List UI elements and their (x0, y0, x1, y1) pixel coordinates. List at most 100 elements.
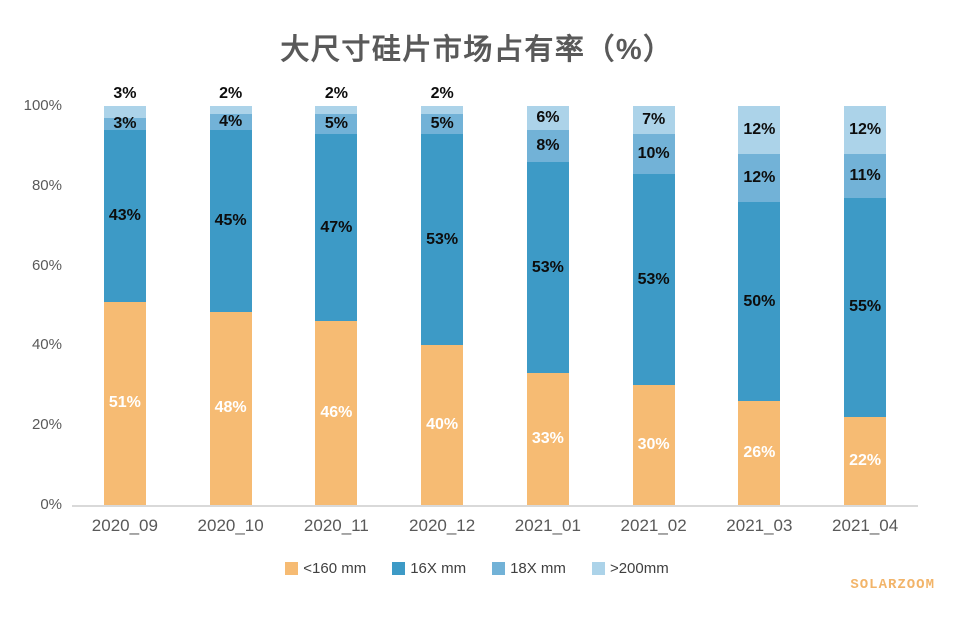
legend-label: >200mm (609, 560, 669, 577)
bar-slot: 7% 10% 53% 30% (601, 106, 707, 505)
bar-segment: 53% (421, 133, 464, 346)
bar-segment: 45% (209, 130, 252, 312)
bar-column: 12% 11% 55% 22% (844, 106, 887, 505)
bar-segment: 12% (738, 106, 781, 154)
segment-label: 12% (849, 120, 882, 138)
x-tick-label: 2021_02 (620, 516, 687, 535)
segment-label: 43% (108, 206, 141, 224)
bar-segment: 11% (844, 153, 887, 198)
segment-label: 4% (219, 113, 243, 131)
bar-slot: 6% 8% 53% 33% (495, 106, 601, 505)
x-tick-label: 2021_01 (514, 516, 581, 535)
legend-swatch (392, 562, 406, 575)
bar-segment: 46% (315, 321, 358, 505)
legend-swatch (285, 562, 299, 575)
bar-slot: 2% 5% 53% 40% (389, 86, 495, 505)
legend-item: <160 mm (285, 560, 366, 577)
segment-label: 40% (426, 416, 459, 434)
watermark: SOLARZOOM (850, 577, 935, 593)
legend-item: 16X mm (392, 560, 466, 577)
bar-segment: 22% (844, 417, 887, 505)
legend-item: 18X mm (492, 560, 566, 577)
segment-label: 33% (531, 430, 564, 448)
bar-segment: 5% (315, 113, 358, 134)
bar-slot: 3% 3% 43% 51% (72, 86, 178, 505)
bar-slot: 2% 4% 45% 48% (178, 86, 284, 505)
bar-segment: 4% (209, 114, 252, 131)
segment-label: 53% (637, 270, 670, 288)
bar-segment: 8% (526, 129, 569, 162)
segment-label: 50% (743, 292, 776, 310)
bar-segment: 53% (632, 173, 675, 386)
x-axis: 2020_09 2020_10 2020_11 2020_12 2021_01 2021_… (72, 516, 918, 536)
bar-segment (103, 106, 146, 118)
segment-label: 48% (214, 399, 247, 417)
segment-label: 12% (743, 120, 776, 138)
bar-slot: 12% 12% 50% 26% (707, 106, 813, 505)
x-tick-label: 2020_12 (409, 516, 476, 535)
segment-label: 7% (642, 110, 666, 128)
segment-label: 10% (637, 144, 670, 162)
bar-segment: 6% (526, 106, 569, 130)
bar-top-label: 2% (430, 85, 454, 102)
segment-label: 51% (108, 394, 141, 412)
legend: <160 mm 16X mm 18X mm >200mm (0, 560, 954, 577)
segment-label: 11% (849, 166, 881, 184)
bar-segment: 53% (526, 161, 569, 374)
x-tick-label: 2020_11 (303, 516, 369, 535)
bar-segment: 48% (209, 311, 252, 505)
bar-column: 3% 43% 51% (103, 106, 146, 505)
x-tick-label: 2020_09 (91, 516, 158, 535)
bar-segment: 12% (844, 106, 887, 154)
bar-segment: 55% (844, 197, 887, 418)
y-tick-label: 20% (31, 416, 62, 434)
y-tick-label: 80% (31, 176, 62, 194)
bar-segment: 30% (632, 385, 675, 505)
y-tick-label: 0% (40, 496, 62, 513)
segment-label: 6% (536, 108, 560, 126)
segment-label: 47% (320, 218, 353, 236)
segment-label: 53% (426, 230, 459, 248)
legend-item: >200mm (591, 560, 669, 577)
bar-segment: 47% (315, 133, 358, 322)
segment-label: 53% (531, 258, 564, 276)
legend-label: 16X mm (410, 560, 467, 577)
bar-top-label: 3% (113, 85, 137, 102)
bar-slot: 2% 5% 47% 46% (284, 86, 390, 505)
bar-segment: 43% (103, 129, 146, 302)
plot-area: 3% 3% 43% 51% 2% 4% 45% 48% 2% 5% 47% 46% 2% 5% 53% 40%… (72, 86, 918, 507)
bar-column: 5% 53% 40% (421, 106, 464, 505)
legend-swatch (591, 562, 605, 575)
y-tick-label: 40% (31, 336, 62, 354)
segment-label: 3% (113, 114, 137, 132)
bar-segment: 51% (103, 301, 146, 505)
legend-label: <160 mm (303, 560, 367, 577)
y-tick-label: 60% (31, 256, 62, 274)
y-tick-label: 100% (23, 97, 62, 114)
bar-segment: 26% (738, 401, 781, 505)
segment-label: 46% (320, 404, 353, 422)
bar-segment (421, 106, 464, 114)
x-tick-label: 2020_10 (197, 516, 264, 535)
bar-column: 5% 47% 46% (315, 106, 358, 505)
bar-segment: 33% (526, 373, 569, 505)
bar-segment (209, 106, 252, 115)
legend-swatch (492, 562, 506, 575)
bar-segment: 50% (738, 201, 781, 402)
bar-segment (315, 106, 358, 114)
bar-top-label: 2% (219, 85, 243, 102)
bar-column: 12% 12% 50% 26% (738, 106, 781, 505)
x-tick-label: 2021_04 (832, 516, 899, 535)
bar-segment: 3% (103, 115, 146, 131)
bar-segment: 5% (421, 113, 464, 134)
segment-label: 30% (637, 436, 670, 454)
segment-label: 8% (536, 136, 560, 154)
x-tick-label: 2021_03 (726, 516, 793, 535)
segment-label: 12% (743, 168, 776, 186)
segment-label: 5% (324, 114, 348, 132)
bar-segment: 10% (632, 133, 675, 174)
legend-label: 18X mm (510, 560, 566, 577)
segment-label: 5% (430, 114, 454, 132)
bar-segment: 7% (632, 106, 675, 134)
